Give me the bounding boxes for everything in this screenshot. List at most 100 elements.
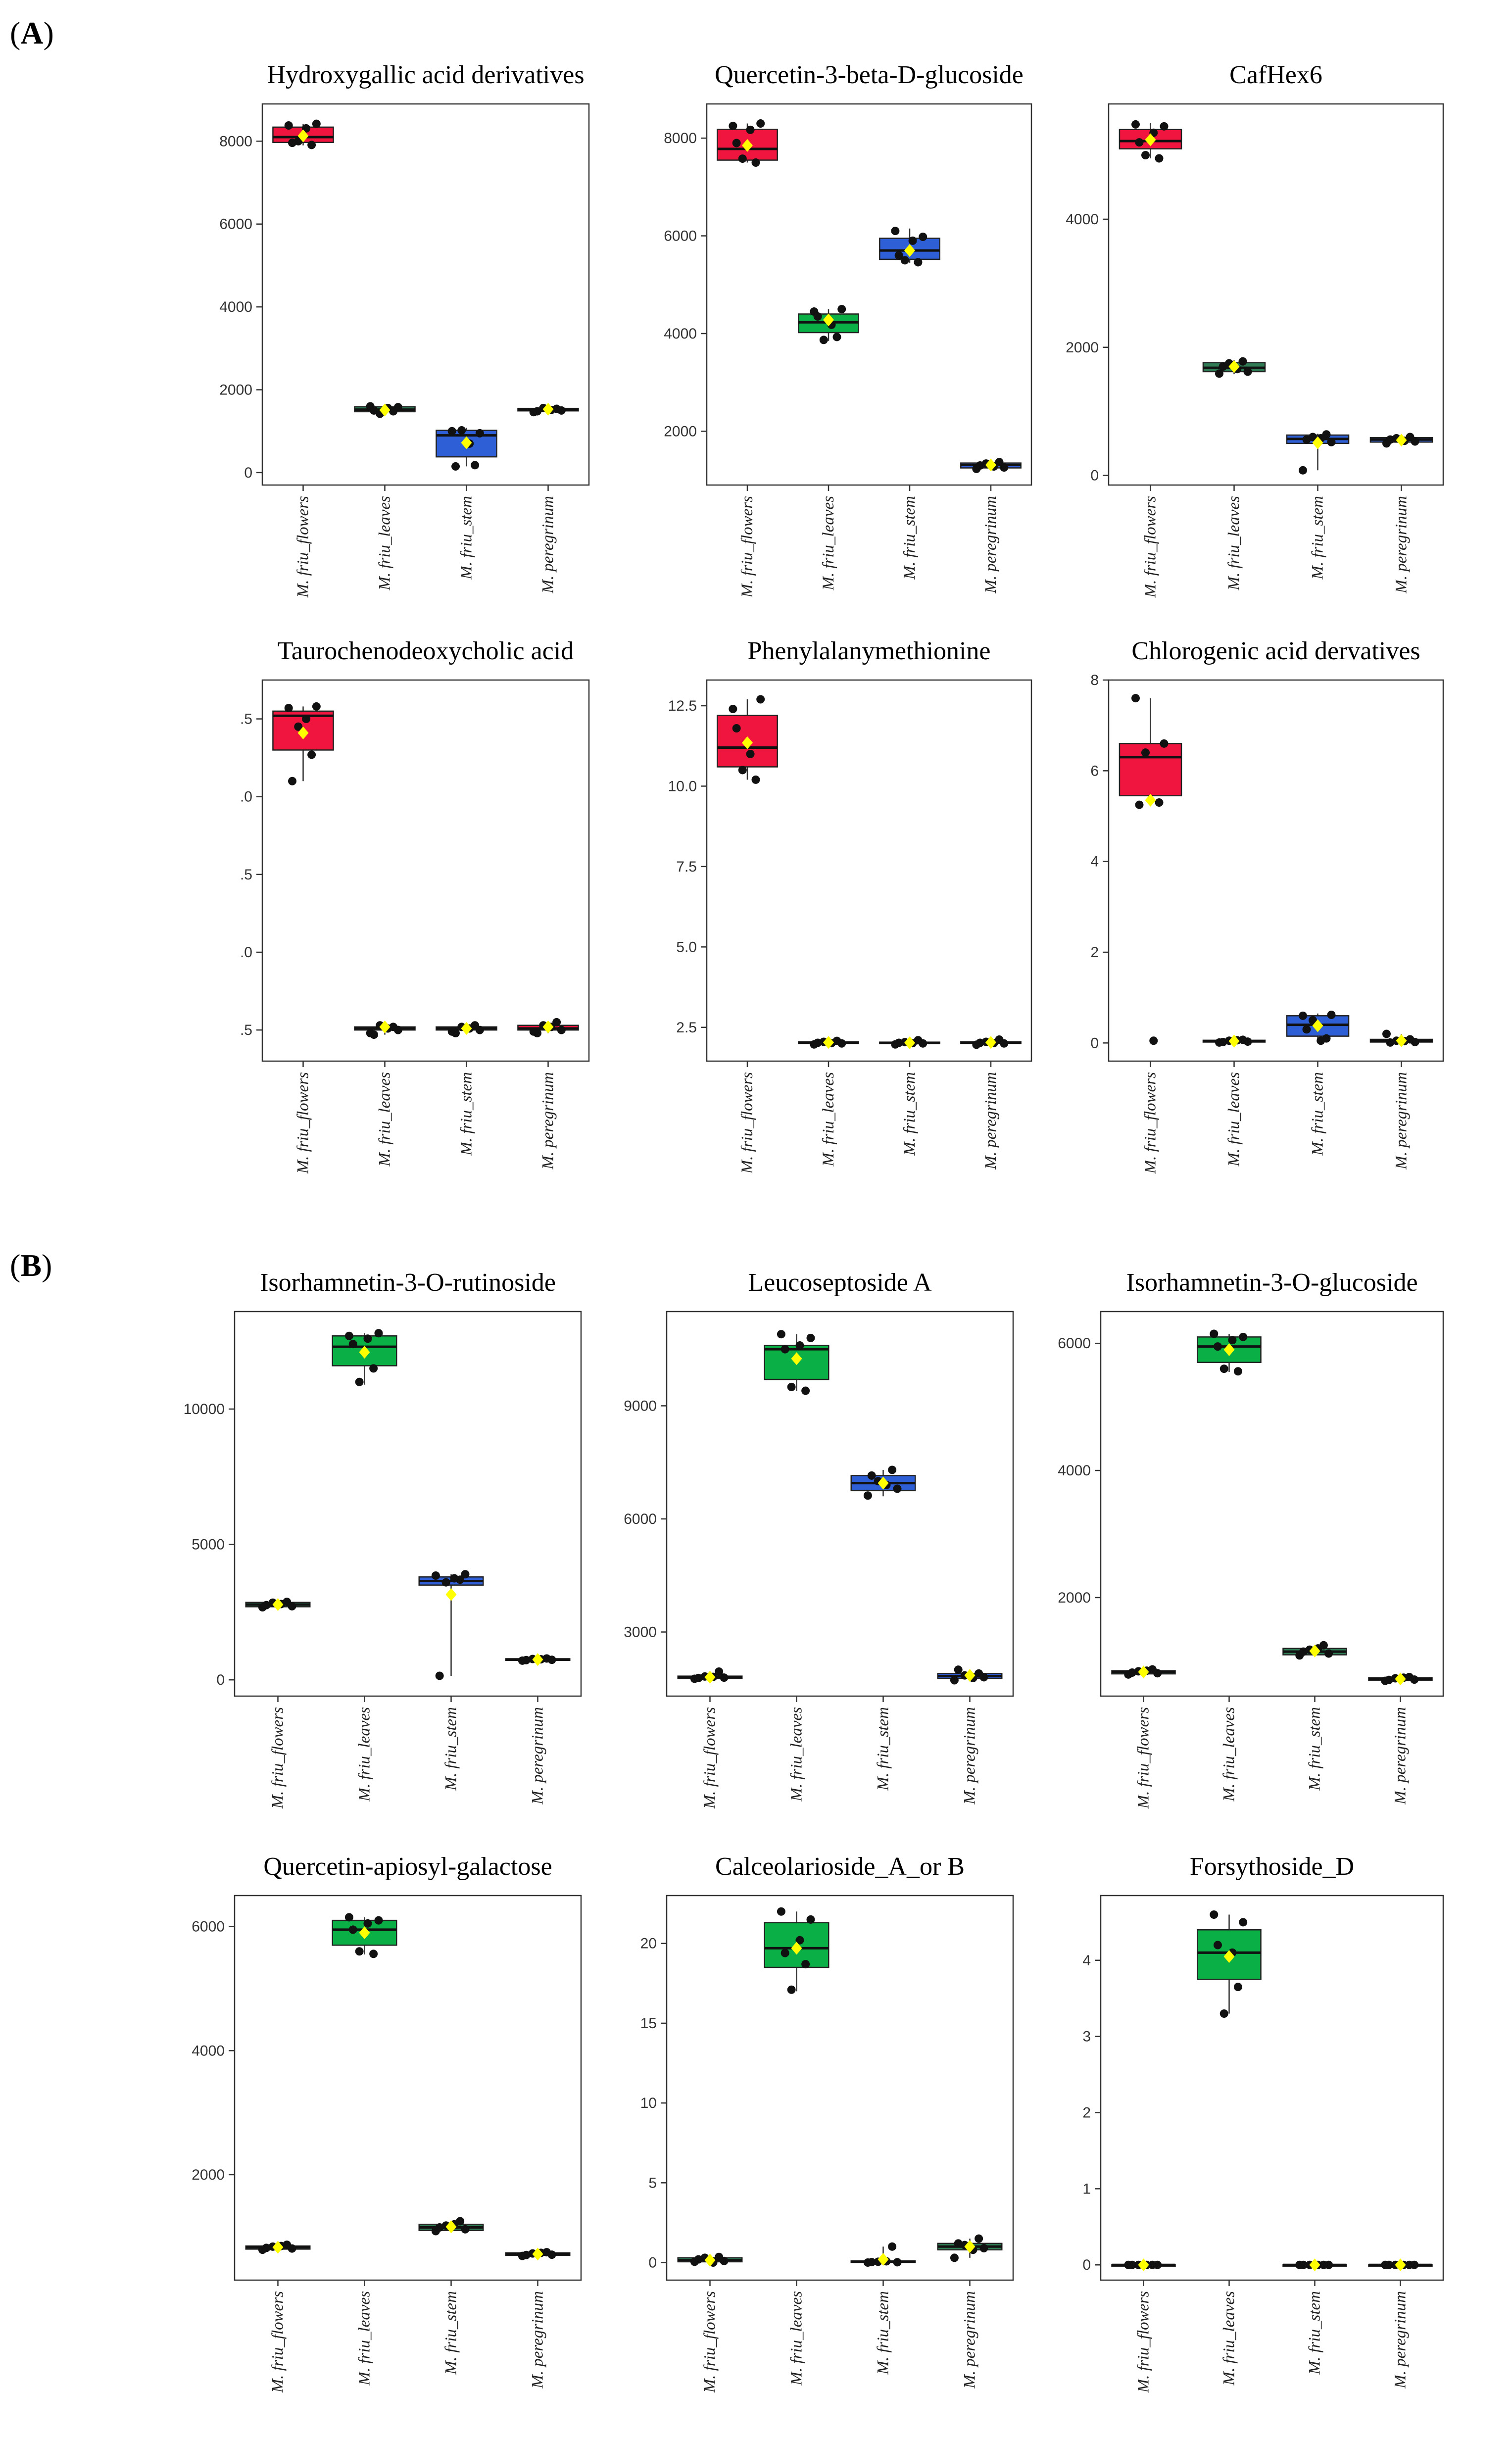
data-point xyxy=(344,1913,353,1922)
data-point xyxy=(262,1601,271,1609)
y-tick-label: .5 xyxy=(240,867,252,883)
mean-marker xyxy=(532,2247,543,2261)
data-point xyxy=(369,1950,378,1958)
data-point xyxy=(1219,1365,1228,1373)
box-2 xyxy=(332,1329,397,1386)
mean-marker xyxy=(445,2220,457,2234)
y-tick-label: 2 xyxy=(1082,2105,1091,2121)
data-point xyxy=(370,1030,379,1039)
data-point xyxy=(1127,2260,1136,2269)
y-tick-label: 8 xyxy=(1090,672,1099,688)
x-tick-label: M. friu_stem xyxy=(901,1072,919,1156)
x-tick-label: M. friu_stem xyxy=(1306,2291,1324,2375)
data-point xyxy=(795,1341,804,1350)
box-1 xyxy=(717,695,778,784)
x-tick-label: M. friu_stem xyxy=(901,496,919,580)
data-point xyxy=(1131,120,1140,129)
box-3 xyxy=(879,1036,940,1049)
data-point xyxy=(1155,798,1164,807)
box-3 xyxy=(418,2217,484,2236)
data-point xyxy=(1302,1025,1311,1034)
mean-marker xyxy=(1309,2258,1320,2272)
box-1 xyxy=(245,2241,311,2254)
data-point xyxy=(1135,800,1144,809)
x-tick-label: M. friu_leaves xyxy=(1220,2291,1238,2386)
y-tick-label: 8000 xyxy=(219,133,252,149)
data-point xyxy=(1233,1983,1242,1992)
mean-marker xyxy=(1228,360,1240,373)
mean-marker xyxy=(964,1669,975,1682)
chart-8: Leucoseptoside A 3000 6000 9000 M. friu_flow… xyxy=(624,1268,1014,1809)
plot-frame xyxy=(261,103,590,486)
mean-marker xyxy=(1312,1019,1323,1032)
data-point xyxy=(1238,357,1247,366)
mean-marker xyxy=(904,1036,915,1049)
plot-frame xyxy=(666,1311,1014,1697)
chart-title: Taurochenodeoxycholic acid xyxy=(278,637,574,665)
box-1 xyxy=(1119,120,1182,163)
y-tick-label: 4000 xyxy=(1058,1463,1091,1479)
x-tick-label: M. friu_flowers xyxy=(738,496,756,598)
data-point xyxy=(756,695,765,704)
data-point xyxy=(1239,1332,1248,1341)
chart-title: Phenylalanymethionine xyxy=(747,637,990,665)
data-point xyxy=(746,125,755,134)
y-tick-label: 6000 xyxy=(192,1919,225,1935)
data-point xyxy=(867,1471,876,1480)
x-tick-label: M. peregrinum xyxy=(1392,2291,1410,2389)
chart-title: Quercetin-3-beta-D-glucoside xyxy=(715,61,1024,89)
mean-marker xyxy=(878,1476,889,1490)
x-tick-label: M. friu_stem xyxy=(1309,496,1327,580)
box-3 xyxy=(1282,1641,1347,1660)
mean-marker xyxy=(704,2253,716,2267)
data-point xyxy=(1317,1036,1325,1045)
data-point xyxy=(715,2252,724,2261)
y-tick-label: 6000 xyxy=(219,216,252,233)
box-1 xyxy=(1119,694,1182,1045)
y-tick-label: .0 xyxy=(240,789,252,805)
chart-title: Isorhamnetin-3-O-glucoside xyxy=(1126,1268,1417,1297)
mean-marker xyxy=(1228,1034,1240,1048)
y-tick-label: 6000 xyxy=(664,228,697,244)
data-point xyxy=(738,154,747,163)
mean-marker xyxy=(1396,434,1407,447)
data-point xyxy=(837,305,846,314)
data-point xyxy=(348,1340,357,1349)
y-tick-label: 2000 xyxy=(1058,1590,1091,1606)
plot-frame xyxy=(1100,1311,1444,1697)
mean-marker xyxy=(742,736,753,749)
mean-marker xyxy=(379,403,390,417)
x-tick-label: M. peregrinum xyxy=(1393,1072,1411,1170)
data-point xyxy=(522,2250,531,2259)
x-tick-label: M. friu_leaves xyxy=(356,2291,374,2386)
x-tick-label: M. peregrinum xyxy=(961,2291,979,2389)
mean-marker xyxy=(461,1022,472,1035)
data-point xyxy=(374,1916,383,1925)
data-point xyxy=(893,1484,902,1493)
mean-marker xyxy=(1223,1343,1235,1357)
chart-5: Phenylalanymethionine 2.5 5.0 7.5 10.0 12.5 M.… xyxy=(668,637,1032,1174)
data-point xyxy=(975,461,984,470)
data-point xyxy=(1243,367,1252,376)
mean-marker xyxy=(445,1588,457,1601)
chart-12: Forsythoside_D 0 1 2 3 4 M. friu_flowers M. fri… xyxy=(1082,1853,1444,2393)
data-point xyxy=(1213,1342,1222,1351)
x-tick-label: M. friu_stem xyxy=(458,496,476,580)
data-point xyxy=(461,1570,470,1579)
x-tick-label: M. friu_flowers xyxy=(1142,496,1160,598)
data-point xyxy=(919,233,927,242)
box-2 xyxy=(354,1020,416,1039)
box-2 xyxy=(798,305,859,344)
y-tick-label: .0 xyxy=(240,944,252,961)
data-point xyxy=(777,1907,785,1916)
box-3 xyxy=(1286,1011,1350,1045)
mean-marker xyxy=(297,726,309,739)
x-tick-label: M. friu_leaves xyxy=(1220,1707,1238,1802)
data-point xyxy=(787,1985,796,1994)
y-tick-label: 10000 xyxy=(184,1401,225,1417)
data-point xyxy=(1298,466,1307,475)
data-point xyxy=(975,1038,984,1047)
x-tick-label: M. peregrinum xyxy=(982,496,1000,594)
y-tick-label: 0 xyxy=(1082,2257,1091,2273)
x-tick-label: M. friu_flowers xyxy=(738,1072,756,1174)
